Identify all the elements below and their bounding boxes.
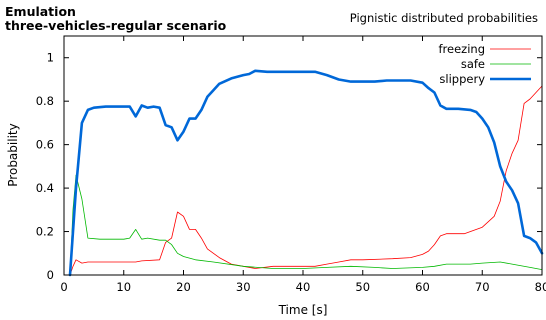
legend-label-safe: safe	[461, 57, 485, 71]
x-tick-label: 10	[116, 280, 131, 294]
x-axis-label: Time [s]	[278, 303, 328, 317]
y-tick-label: 0.6	[36, 138, 54, 152]
y-tick-label: 0.8	[36, 94, 54, 108]
y-tick-label: 0.2	[36, 225, 54, 239]
y-tick-label: 0	[47, 268, 54, 282]
y-tick-label: 1	[47, 51, 54, 65]
x-tick-label: 40	[296, 280, 311, 294]
x-tick-label: 30	[236, 280, 251, 294]
series-line-safe	[69, 174, 543, 276]
x-tick-label: 80	[535, 280, 546, 294]
x-tick-label: 50	[355, 280, 370, 294]
y-axis-label: Probability	[6, 123, 20, 186]
legend-label-freezing: freezing	[439, 42, 486, 56]
x-tick-label: 60	[415, 280, 430, 294]
y-tick-label: 0.4	[36, 181, 54, 195]
x-tick-label: 70	[475, 280, 490, 294]
x-tick-label: 20	[176, 280, 191, 294]
chart-title-line2: three-vehicles-regular scenario	[5, 18, 227, 33]
series-line-slippery	[68, 69, 544, 277]
series-line-freezing	[69, 85, 543, 276]
chart-subtitle: Pignistic distributed probabilities	[349, 11, 538, 25]
legend-label-slippery: slippery	[439, 72, 485, 86]
x-tick-label: 0	[60, 280, 67, 294]
chart-title-line1: Emulation	[5, 4, 76, 19]
